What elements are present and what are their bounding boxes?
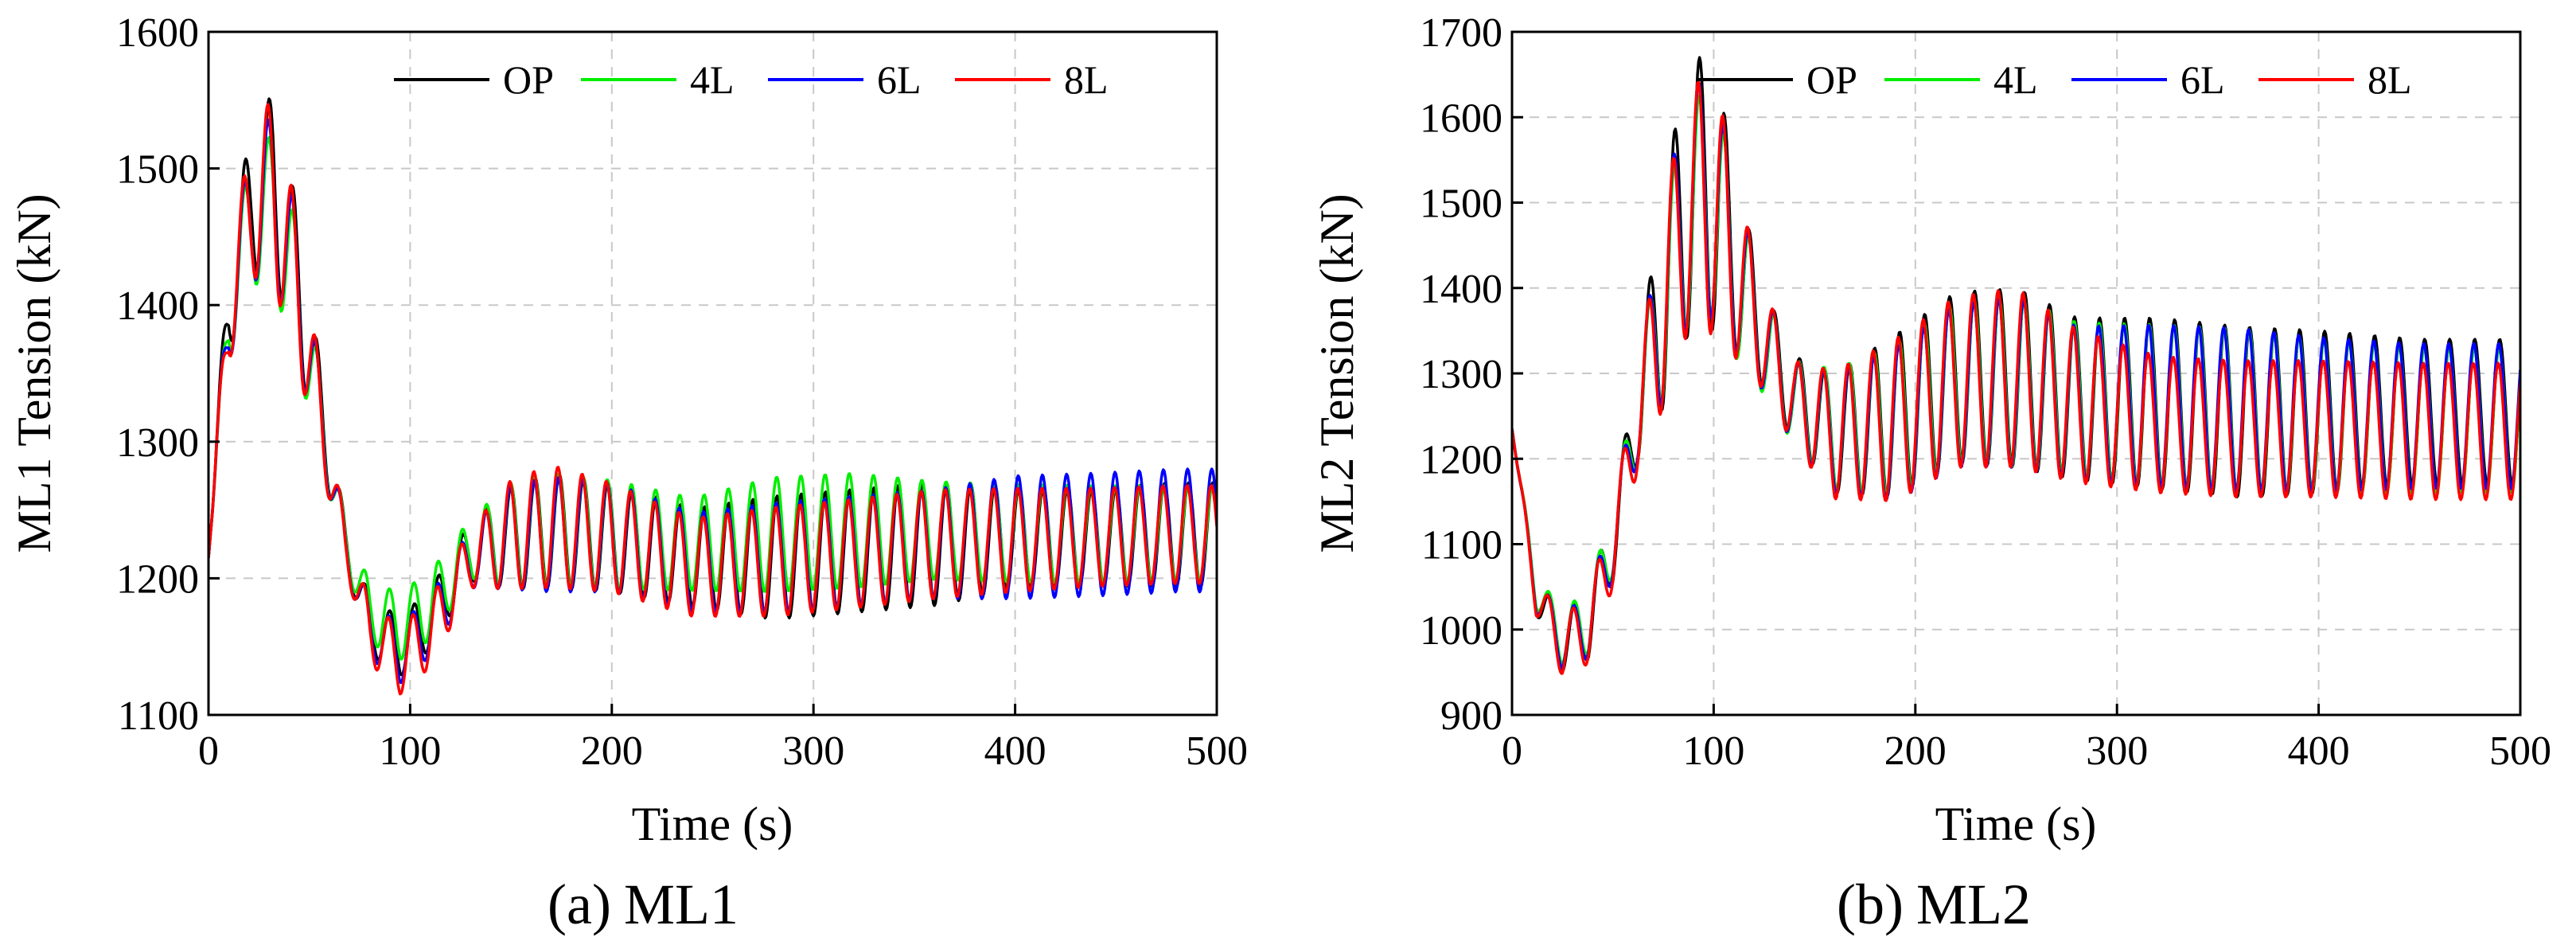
panel-ml1-legend: OP 4L 6L 8L: [394, 57, 1109, 102]
panel-ml2-xtick-label: 500: [2489, 728, 2551, 774]
panel-ml1-ytick-label: 1600: [116, 10, 199, 56]
panel-ml1-xtick-label: 300: [782, 728, 844, 774]
panel-ml2-ytick-label: 1400: [1420, 267, 1502, 312]
panel-ml2-xtick-label: 400: [2288, 728, 2350, 774]
panel-ml1-series-group: [208, 97, 1217, 696]
panel-ml2-series-8L: [1512, 80, 2520, 675]
panel-ml1-xtick-label: 200: [581, 728, 643, 774]
panel-ml2-caption: (b) ML2: [1837, 873, 2031, 936]
panel-ml1-caption-letter: (a): [548, 873, 611, 936]
panel-ml1-xtick-label: 0: [198, 728, 219, 774]
panel-ml2-legend-label-OP: OP: [1806, 57, 1857, 102]
panel-ml1: 0 100 200 300 400 500 1100 1200 1300 1400 1500 1600…: [8, 10, 1248, 936]
panel-ml2-ytick-label: 1000: [1420, 608, 1502, 654]
panel-ml2-ticks: 0 100 200 300 400 500 900 1000 1100 1200 1300 1400 1…: [1420, 10, 2551, 774]
panel-ml2-ytick-label: 1600: [1420, 96, 1502, 141]
panel-ml1-xtick-label: 500: [1186, 728, 1248, 774]
panel-ml1-caption: (a) ML1: [548, 873, 739, 936]
panel-ml1-series-8L: [208, 103, 1217, 696]
panel-ml2-ytick-label: 900: [1440, 693, 1502, 739]
panel-ml2-ytick-label: 1300: [1420, 352, 1502, 397]
panel-ml2-ytick-label: 1100: [1421, 523, 1502, 568]
panel-ml1-legend-label-OP: OP: [503, 57, 554, 102]
panel-ml2-legend-label-6L: 6L: [2180, 57, 2225, 102]
panel-ml2-grid: [1512, 32, 2520, 715]
panel-ml1-ytick-label: 1300: [116, 420, 199, 466]
panel-ml1-ytick-label: 1500: [116, 147, 199, 193]
panel-ml1-ytick-label: 1200: [116, 556, 199, 602]
panel-ml2-caption-text: ML2: [1916, 873, 2031, 936]
panel-ml2-xtick-label: 300: [2086, 728, 2148, 774]
panel-ml2-legend: OP 4L 6L 8L: [1697, 57, 2412, 102]
panel-ml1-ytick-label: 1100: [118, 693, 199, 739]
panel-ml2-ytick-label: 1500: [1420, 182, 1502, 227]
panel-ml2: 0 100 200 300 400 500 900 1000 1100 1200 1300 1400 1…: [1311, 10, 2551, 936]
panel-ml2-legend-label-4L: 4L: [1993, 57, 2038, 102]
panel-ml1-caption-text: ML1: [624, 873, 739, 936]
panel-ml2-xtick-label: 100: [1682, 728, 1744, 774]
panel-ml1-y-axis-title: ML1 Tension (kN): [8, 193, 60, 553]
panel-ml2-caption-letter: (b): [1837, 873, 1904, 936]
panel-ml1-legend-label-4L: 4L: [690, 57, 735, 102]
panel-ml2-x-axis-title: Time (s): [1935, 798, 2097, 850]
panel-ml1-ticks: 0 100 200 300 400 500 1100 1200 1300 1400 1500 1600: [116, 10, 1248, 774]
panel-ml2-ytick-label: 1200: [1420, 437, 1502, 482]
panel-ml1-plot-frame: [207, 30, 1218, 717]
panel-ml2-legend-label-8L: 8L: [2368, 57, 2412, 102]
panel-ml2-xtick-label: 200: [1884, 728, 1947, 774]
panel-ml2-series-group: [1512, 56, 2520, 675]
panel-ml2-y-axis-title: ML2 Tension (kN): [1311, 193, 1363, 553]
panel-ml1-legend-label-6L: 6L: [877, 57, 922, 102]
panel-ml1-x-axis-title: Time (s): [632, 798, 793, 850]
panel-ml1-ytick-label: 1400: [116, 283, 199, 329]
panel-ml2-ytick-label: 1700: [1420, 10, 1502, 56]
panel-ml1-legend-label-8L: 8L: [1064, 57, 1109, 102]
panel-ml1-xtick-label: 100: [379, 728, 441, 774]
panel-ml2-xtick-label: 0: [1502, 728, 1522, 774]
panel-ml1-xtick-label: 400: [984, 728, 1046, 774]
